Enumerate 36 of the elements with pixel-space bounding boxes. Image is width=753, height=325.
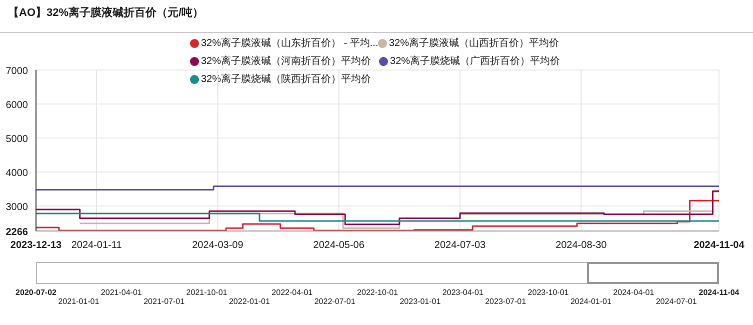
text: 2023-07-01 [485, 297, 526, 306]
x-tick-label: 2024-11-04 [694, 240, 745, 251]
legend-label: 32%离子膜液碱（山西折百价）平均价 [389, 36, 560, 50]
text: 2023-01-01 [400, 297, 441, 306]
y-tick-label: 2266 [6, 227, 28, 238]
text: 2021-01-01 [58, 297, 100, 306]
text: 2021-07-01 [144, 297, 185, 306]
text: 2022-07-01 [314, 297, 356, 306]
y-tick-label: 3000 [6, 202, 28, 214]
x-tick-label: 2024-08-30 [556, 240, 608, 251]
text: 2021-10-01 [186, 288, 228, 297]
legend-label: 32%离子膜烧碱（广西折百价）平均价 [390, 54, 560, 68]
text: 2021-04-01 [100, 288, 142, 297]
x-tick-label: 2024-01-11 [71, 240, 122, 251]
x-tick-label: 2024-07-03 [434, 240, 486, 251]
legend-label: 32%离子膜液碱（山东折百价） - 平均... [201, 36, 378, 50]
y-tick-label: 6000 [6, 100, 28, 112]
y-tick-label: 7000 [6, 66, 28, 77]
x-tick-label: 2024-05-06 [313, 240, 365, 251]
y-tick-label: 4000 [6, 168, 28, 180]
x-tick-label: 2023-12-13 [10, 240, 62, 251]
x-tick-label: 2024-03-09 [192, 240, 244, 251]
text: 2023-04-01 [442, 288, 484, 297]
text: 2024-11-04 [698, 288, 740, 297]
legend-label: 32%离子膜烧碱（陕西折百价）平均价 [201, 72, 372, 86]
text: 2023-10-01 [528, 288, 569, 297]
text: 2020-07-02 [16, 288, 56, 297]
text: 2024-04-01 [613, 288, 654, 297]
text: 2022-04-01 [272, 288, 313, 297]
text: 2024-01-01 [570, 297, 612, 306]
y-tick-label: 5000 [6, 134, 28, 146]
legend-label: 32%离子膜液碱（河南折百价）平均价 [201, 54, 372, 68]
chart-title: 【AO】32%离子膜液碱折百价（元/吨） [8, 6, 204, 20]
text: 2022-10-01 [357, 288, 398, 297]
text: 2022-01-01 [228, 297, 270, 306]
text: 2024-07-01 [656, 297, 697, 306]
